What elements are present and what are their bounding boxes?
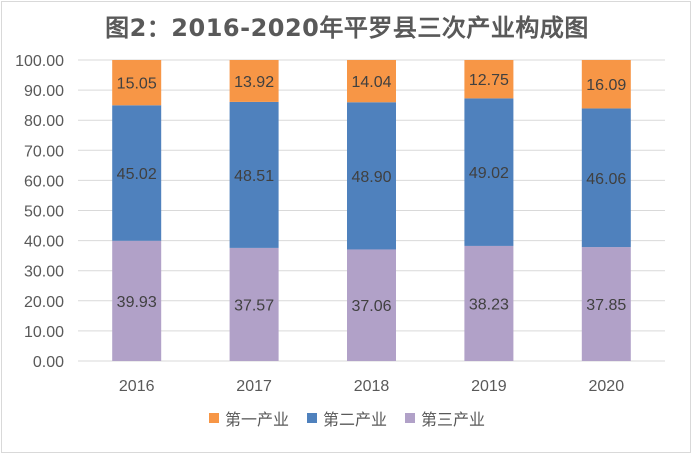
bar-segment: [464, 60, 514, 99]
legend-item: 第二产业: [306, 406, 387, 430]
y-tick-label: 90.00: [24, 83, 64, 100]
bar-segment: [581, 108, 631, 248]
legend-swatch: [306, 413, 317, 423]
y-tick-label: 30.00: [24, 264, 64, 281]
legend-item: 第一产业: [208, 406, 289, 430]
bar-segment: [464, 245, 514, 361]
data-label: 13.92: [234, 74, 274, 91]
y-tick-label: 40.00: [24, 234, 64, 251]
bar-segment: [347, 60, 396, 103]
data-label: 37.06: [351, 298, 391, 315]
bar-segment: [112, 60, 162, 106]
x-tick-label: 2019: [471, 378, 507, 395]
x-tick-label: 2020: [589, 378, 625, 395]
legend-label: 第二产业: [322, 410, 387, 429]
data-labels: 39.93 45.02 15.05 37.57 48.51 13.92 37.06 48.90…: [117, 72, 627, 315]
data-label: 48.90: [351, 169, 391, 186]
x-tick-label: 2016: [119, 378, 155, 395]
y-tick-label: 20.00: [24, 294, 64, 311]
y-tick-label: 60.00: [24, 173, 64, 190]
y-tick-label: 80.00: [24, 113, 64, 130]
data-label: 38.23: [469, 296, 509, 313]
x-axis-tick-labels: 2016 2017 2018 2019 2020: [119, 378, 624, 395]
bars: [112, 60, 631, 361]
bar-segment: [112, 240, 162, 361]
data-label: 45.02: [117, 166, 157, 183]
legend-item: 第三产业: [405, 406, 485, 430]
bar-segment: [229, 60, 279, 102]
data-label: 49.02: [469, 165, 509, 182]
data-label: 16.09: [586, 77, 626, 94]
legend: 第一产业 第二产业 第三产业: [0, 406, 694, 430]
legend-swatch: [208, 413, 219, 423]
bar-segment: [347, 249, 396, 361]
data-label: 48.51: [234, 168, 274, 185]
legend-swatch: [405, 413, 415, 423]
x-tick-label: 2018: [354, 378, 390, 395]
data-label: 39.93: [117, 294, 157, 311]
data-label: 12.75: [469, 72, 509, 89]
y-axis-tick-labels: 0.00 10.00 20.00 30.00 40.00 50.00 60.00 70.00 8…: [15, 53, 64, 371]
x-tick-label: 2017: [236, 378, 272, 395]
y-tick-label: 100.00: [15, 53, 64, 70]
bar-segment: [347, 102, 396, 250]
y-tick-label: 10.00: [24, 324, 64, 341]
bar-segment: [229, 101, 279, 248]
data-label: 46.06: [586, 171, 626, 188]
y-tick-label: 50.00: [24, 204, 64, 221]
data-label: 37.85: [586, 297, 626, 314]
bar-segment: [229, 247, 279, 361]
bar-segment: [112, 105, 162, 241]
data-label: 15.05: [117, 76, 157, 93]
legend-label: 第一产业: [224, 410, 289, 429]
legend-label: 第三产业: [421, 410, 486, 429]
bar-segment: [581, 247, 631, 361]
chart-title: 图2：2016-2020年平罗县三次产业构成图: [105, 14, 589, 42]
bar-segment: [464, 98, 514, 246]
y-tick-label: 0.00: [33, 354, 64, 371]
data-label: 37.57: [234, 297, 274, 314]
data-label: 14.04: [351, 74, 391, 91]
y-tick-label: 70.00: [24, 143, 64, 160]
bar-segment: [581, 60, 631, 109]
